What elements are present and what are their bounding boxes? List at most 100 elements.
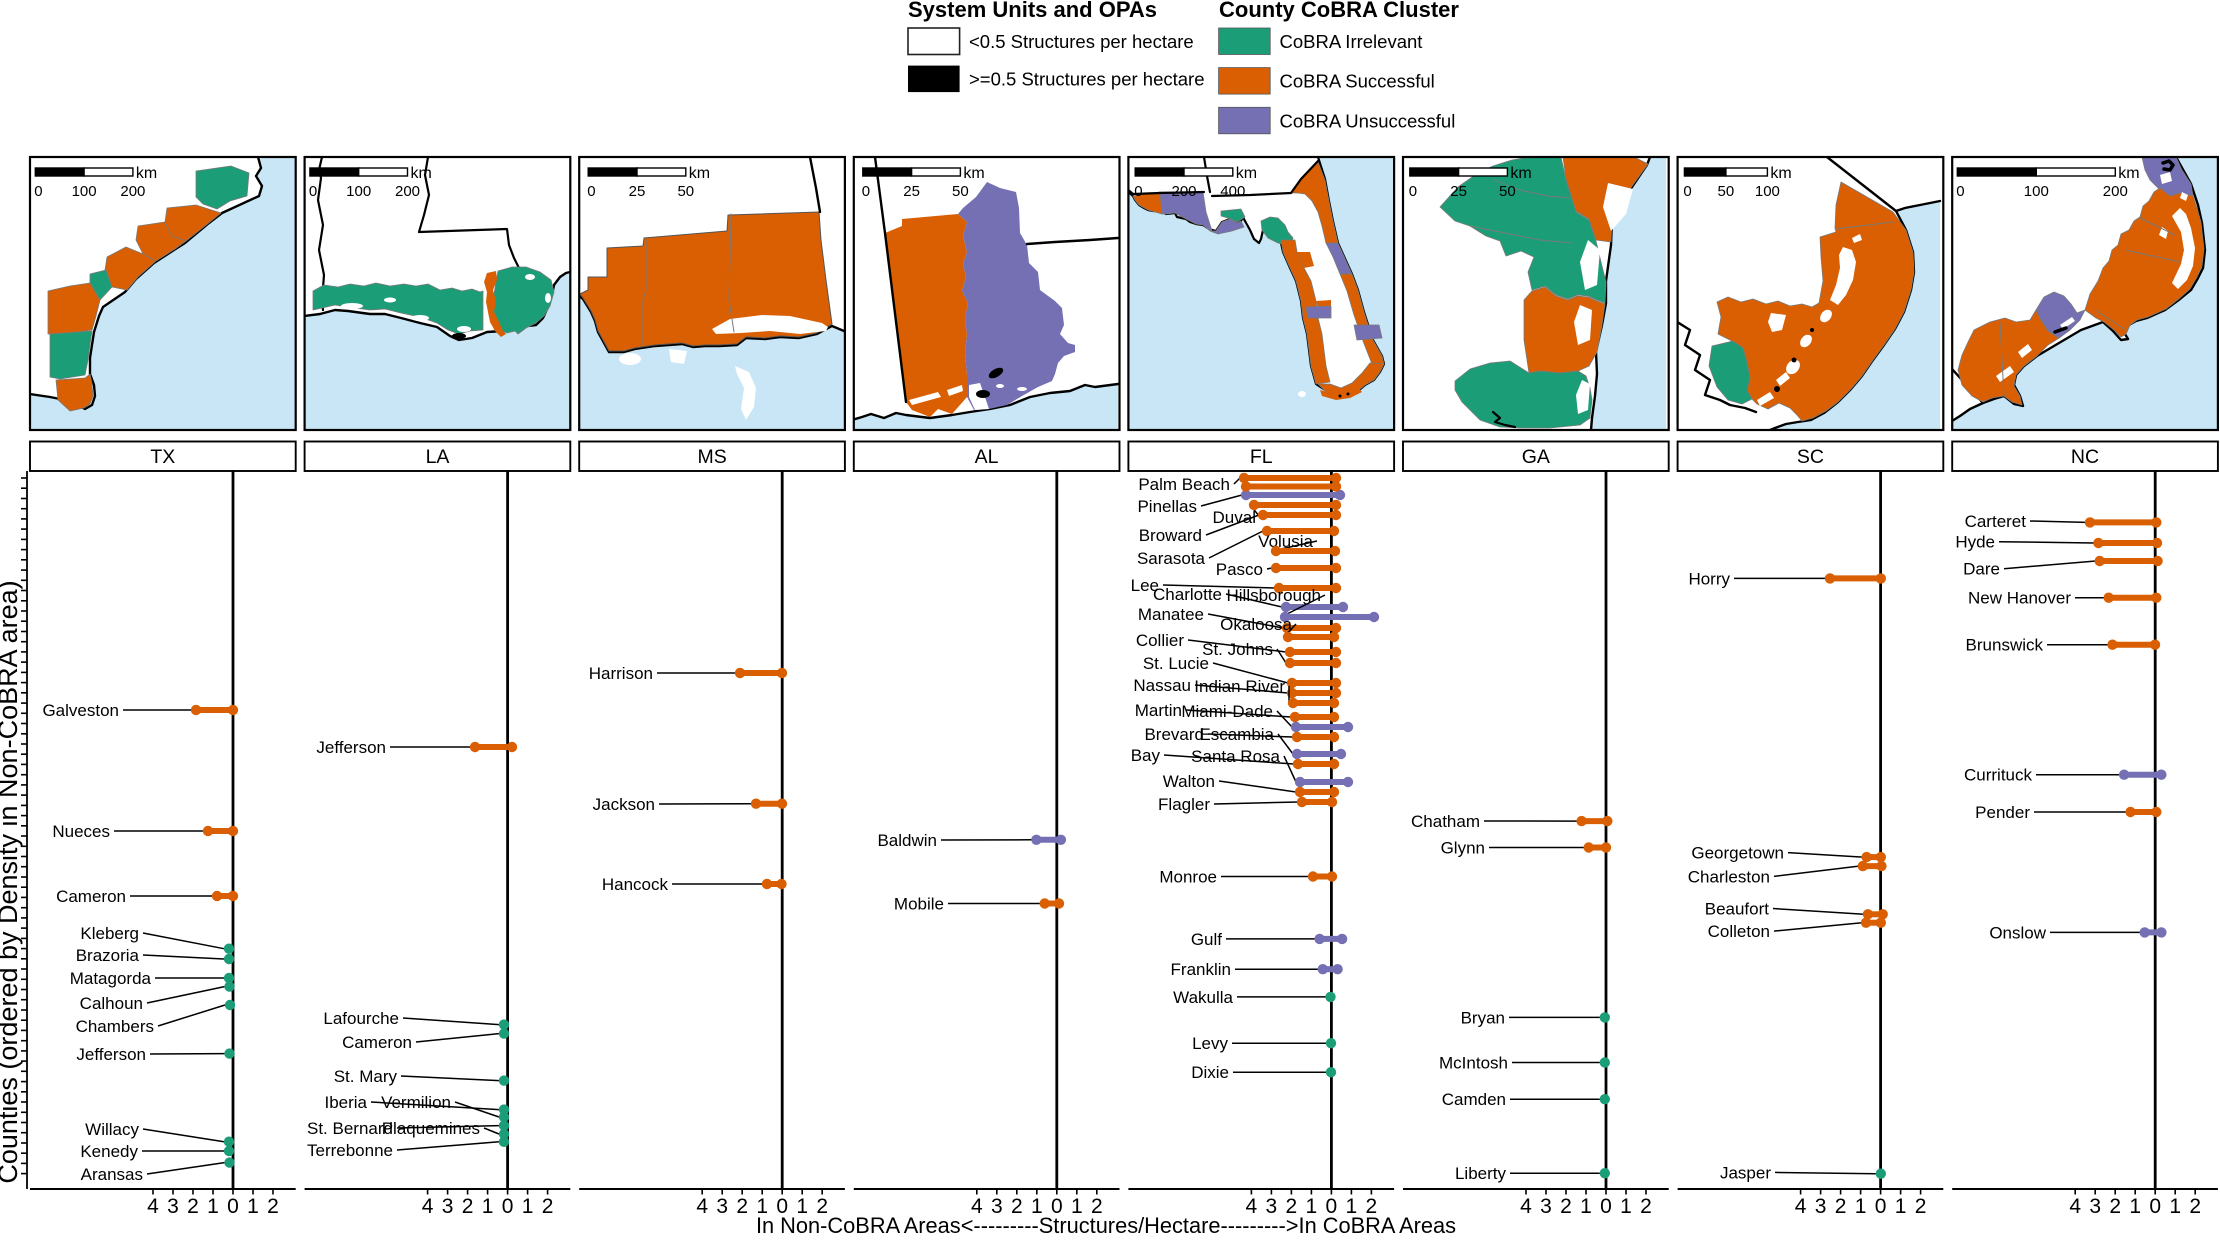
svg-text:MS: MS xyxy=(697,446,726,468)
svg-text:Hancock: Hancock xyxy=(602,875,669,894)
svg-text:>=0.5 Structures per hectare: >=0.5 Structures per hectare xyxy=(969,69,1205,90)
svg-text:0: 0 xyxy=(1600,1195,1612,1218)
svg-text:Onslow: Onslow xyxy=(1989,923,2046,942)
svg-text:Gulf: Gulf xyxy=(1191,930,1222,949)
svg-text:Kenedy: Kenedy xyxy=(80,1142,138,1161)
svg-text:CoBRA Successful: CoBRA Successful xyxy=(1280,71,1435,92)
svg-text:25: 25 xyxy=(629,183,646,200)
svg-text:Jefferson: Jefferson xyxy=(76,1045,146,1064)
svg-text:25: 25 xyxy=(903,183,920,200)
svg-text:2: 2 xyxy=(1915,1195,1927,1218)
svg-text:0: 0 xyxy=(1134,183,1142,200)
svg-text:Willacy: Willacy xyxy=(85,1120,139,1139)
svg-text:Galveston: Galveston xyxy=(42,701,119,720)
svg-text:50: 50 xyxy=(677,183,694,200)
svg-text:0: 0 xyxy=(1409,183,1417,200)
svg-text:Horry: Horry xyxy=(1688,569,1730,588)
svg-text:Chatham: Chatham xyxy=(1411,812,1480,831)
svg-text:50: 50 xyxy=(1499,183,1516,200)
svg-text:County CoBRA Cluster: County CoBRA Cluster xyxy=(1219,0,1459,22)
svg-text:3: 3 xyxy=(1815,1195,1827,1218)
svg-text:2: 2 xyxy=(2189,1195,2201,1218)
svg-text:In Non-CoBRA Areas<---------St: In Non-CoBRA Areas<---------Structures/H… xyxy=(756,1213,1456,1235)
svg-text:2: 2 xyxy=(542,1195,554,1218)
svg-text:Jefferson: Jefferson xyxy=(316,738,386,757)
svg-text:4: 4 xyxy=(422,1195,434,1218)
svg-text:Nueces: Nueces xyxy=(52,822,110,841)
svg-text:1: 1 xyxy=(2129,1195,2141,1218)
svg-text:<0.5 Structures per hectare: <0.5 Structures per hectare xyxy=(969,31,1194,52)
svg-text:Matagorda: Matagorda xyxy=(70,969,152,988)
svg-text:Jackson: Jackson xyxy=(593,795,655,814)
svg-text:2: 2 xyxy=(736,1195,748,1218)
svg-text:0: 0 xyxy=(1956,183,1964,200)
svg-text:SC: SC xyxy=(1797,446,1824,468)
svg-text:200: 200 xyxy=(1171,183,1196,200)
svg-text:4: 4 xyxy=(696,1195,708,1218)
svg-text:km: km xyxy=(1770,165,1791,182)
svg-text:1: 1 xyxy=(247,1195,259,1218)
svg-text:400: 400 xyxy=(1220,183,1245,200)
svg-text:McIntosh: McIntosh xyxy=(1439,1054,1508,1073)
svg-text:Pinellas: Pinellas xyxy=(1137,497,1197,516)
svg-text:200: 200 xyxy=(2103,183,2128,200)
svg-text:km: km xyxy=(689,165,710,182)
svg-text:Walton: Walton xyxy=(1163,772,1215,791)
svg-text:0: 0 xyxy=(502,1195,514,1218)
svg-text:Nassau: Nassau xyxy=(1133,676,1191,695)
svg-text:3: 3 xyxy=(167,1195,179,1218)
svg-text:Wakulla: Wakulla xyxy=(1173,988,1233,1007)
svg-text:Bryan: Bryan xyxy=(1461,1008,1505,1027)
svg-text:Mobile: Mobile xyxy=(894,895,944,914)
svg-text:Carteret: Carteret xyxy=(1965,512,2027,531)
svg-text:Kleberg: Kleberg xyxy=(80,924,139,943)
svg-text:Sarasota: Sarasota xyxy=(1137,549,1206,568)
svg-text:Santa Rosa: Santa Rosa xyxy=(1191,747,1280,766)
svg-text:0: 0 xyxy=(2149,1195,2161,1218)
svg-text:Terrebonne: Terrebonne xyxy=(307,1141,393,1160)
svg-text:Palm Beach: Palm Beach xyxy=(1138,475,1230,494)
svg-text:Glynn: Glynn xyxy=(1441,839,1485,858)
svg-text:1: 1 xyxy=(1620,1195,1632,1218)
svg-text:Currituck: Currituck xyxy=(1964,766,2033,785)
svg-text:Dare: Dare xyxy=(1963,560,2000,579)
svg-text:km: km xyxy=(1236,165,1257,182)
svg-text:0: 0 xyxy=(587,183,595,200)
svg-text:Charlotte: Charlotte xyxy=(1153,585,1222,604)
svg-text:New Hanover: New Hanover xyxy=(1968,589,2071,608)
svg-text:System Units and OPAs: System Units and OPAs xyxy=(908,0,1157,22)
svg-text:NC: NC xyxy=(2071,446,2099,468)
svg-text:Martin: Martin xyxy=(1135,701,1182,720)
svg-text:1: 1 xyxy=(1855,1195,1867,1218)
svg-text:Brazoria: Brazoria xyxy=(76,946,140,965)
svg-text:km: km xyxy=(411,165,432,182)
svg-text:St. Johns: St. Johns xyxy=(1202,640,1273,659)
svg-text:Aransas: Aransas xyxy=(81,1165,143,1184)
svg-text:200: 200 xyxy=(395,183,420,200)
svg-text:Cameron: Cameron xyxy=(56,887,126,906)
svg-text:Charleston: Charleston xyxy=(1688,867,1770,886)
svg-text:CoBRA Irrelevant: CoBRA Irrelevant xyxy=(1280,31,1423,52)
svg-text:LA: LA xyxy=(426,446,450,468)
svg-text:Hillsborough: Hillsborough xyxy=(1227,586,1322,605)
svg-text:1: 1 xyxy=(1895,1195,1907,1218)
svg-text:Harrison: Harrison xyxy=(589,664,653,683)
svg-text:km: km xyxy=(136,165,157,182)
svg-text:Baldwin: Baldwin xyxy=(877,831,937,850)
svg-text:St. Bernard: St. Bernard xyxy=(307,1119,393,1138)
svg-text:3: 3 xyxy=(716,1195,728,1218)
svg-text:1: 1 xyxy=(207,1195,219,1218)
svg-text:4: 4 xyxy=(1520,1195,1532,1218)
svg-text:2: 2 xyxy=(462,1195,474,1218)
svg-text:100: 100 xyxy=(72,183,97,200)
svg-text:Escambia: Escambia xyxy=(1199,725,1274,744)
svg-text:0: 0 xyxy=(34,183,42,200)
svg-text:2: 2 xyxy=(187,1195,199,1218)
svg-text:100: 100 xyxy=(346,183,371,200)
svg-text:2: 2 xyxy=(2109,1195,2121,1218)
svg-text:Camden: Camden xyxy=(1442,1090,1506,1109)
svg-text:Broward: Broward xyxy=(1139,526,1202,545)
svg-text:2: 2 xyxy=(1835,1195,1847,1218)
svg-text:Colleton: Colleton xyxy=(1708,922,1770,941)
svg-text:0: 0 xyxy=(309,183,317,200)
